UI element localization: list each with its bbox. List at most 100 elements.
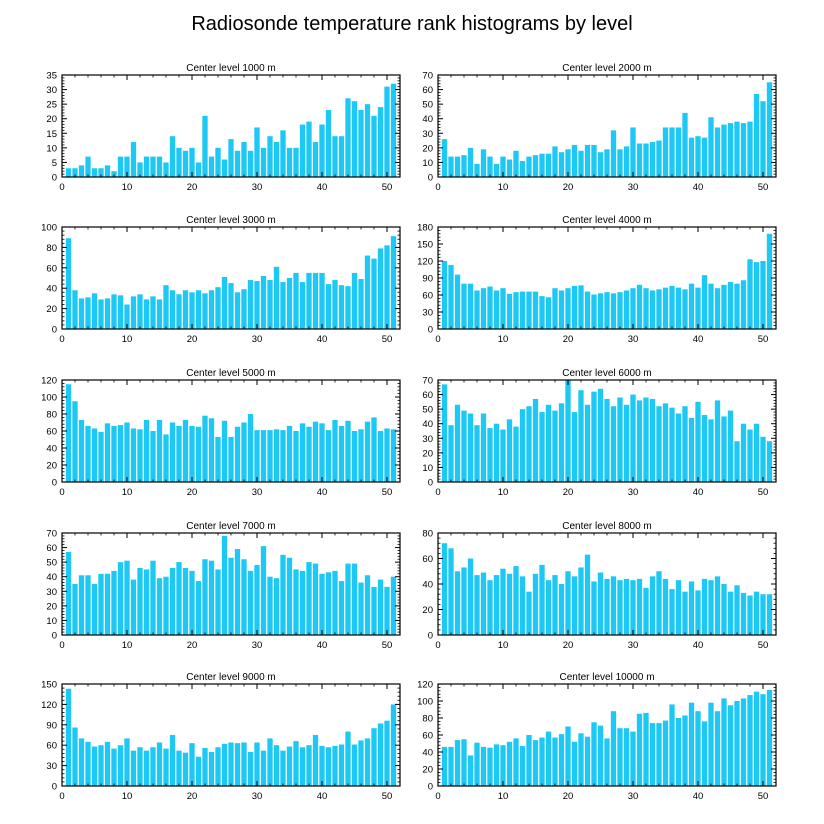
histogram-bar: [364, 421, 371, 482]
histogram-bar: [234, 150, 241, 177]
x-tick-label: 20: [187, 334, 198, 345]
histogram-bar: [578, 733, 584, 786]
histogram-bar: [234, 426, 241, 482]
y-tick-label: 50: [46, 558, 57, 569]
histogram-bar: [150, 296, 156, 329]
histogram-bar: [176, 750, 182, 786]
histogram-bar: [91, 746, 98, 786]
histogram-bar: [467, 413, 474, 482]
histogram-bar: [390, 429, 397, 482]
histogram-bar: [117, 156, 124, 177]
y-tick-label: 120: [417, 257, 433, 268]
panel-title: Center level 10000 m: [559, 672, 654, 683]
histogram-bar: [241, 289, 247, 329]
histogram-bar: [630, 288, 636, 329]
histogram-bar: [143, 299, 150, 329]
y-tick-label: 10: [46, 143, 57, 154]
histogram-bar: [591, 581, 597, 635]
y-tick-label: 0: [52, 478, 57, 489]
histogram-bar: [182, 419, 189, 482]
x-tick-label: 40: [693, 334, 704, 345]
histogram-bar: [643, 712, 649, 786]
histogram-bar: [610, 293, 617, 329]
histogram-panel-10: Center level 10000 m 0 10 20 30 40 50 0 20 40 60 80…: [417, 672, 777, 802]
x-tick-label: 50: [758, 487, 769, 498]
histogram-bar: [695, 136, 701, 177]
histogram-bar: [65, 384, 72, 482]
histogram-bar: [474, 425, 480, 482]
x-tick-label: 0: [59, 182, 64, 193]
histogram-bar: [130, 428, 137, 482]
histogram-bar: [578, 150, 584, 177]
histogram-bar: [202, 415, 208, 482]
x-tick-label: 0: [435, 182, 440, 193]
histogram-bar: [500, 156, 506, 177]
histogram-bar: [85, 297, 91, 329]
histogram-bar: [280, 750, 286, 786]
x-tick-label: 20: [187, 640, 198, 651]
histogram-bar: [104, 423, 111, 482]
histogram-bar: [163, 434, 169, 482]
histogram-bar: [584, 144, 591, 177]
histogram-bar: [299, 124, 306, 177]
histogram-bar: [182, 752, 189, 786]
histogram-bar: [623, 290, 630, 329]
histogram-bar: [714, 127, 721, 177]
histogram-bar: [630, 580, 636, 635]
histogram-bar: [493, 163, 500, 177]
histogram-bar: [727, 705, 734, 786]
histogram-bar: [519, 576, 526, 635]
histogram-bar: [104, 741, 111, 786]
histogram-bar: [740, 280, 747, 329]
histogram-bar: [286, 278, 293, 329]
histogram-bar: [306, 426, 312, 482]
histogram-bar: [221, 159, 228, 177]
histogram-bar: [65, 688, 72, 786]
histogram-bar: [766, 441, 773, 482]
histogram-bar: [182, 150, 189, 177]
histogram-bar: [124, 560, 130, 635]
histogram-bar: [189, 147, 195, 177]
histogram-bar: [760, 436, 766, 482]
x-tick-label: 40: [693, 182, 704, 193]
histogram-bar: [441, 261, 448, 329]
histogram-bar: [156, 742, 163, 786]
histogram-bar: [584, 736, 591, 786]
y-tick-label: 25: [46, 100, 57, 111]
histogram-bar: [662, 403, 669, 482]
histogram-bar: [260, 750, 267, 786]
x-tick-label: 30: [628, 182, 639, 193]
histogram-bar: [753, 591, 760, 635]
histogram-bar: [649, 290, 656, 329]
histogram-bar: [208, 560, 215, 635]
y-tick-label: 30: [422, 129, 433, 140]
histogram-bar: [539, 737, 545, 786]
y-tick-label: 10: [422, 158, 433, 169]
histogram-bar: [130, 142, 137, 177]
histogram-bar: [532, 740, 539, 786]
y-tick-label: 0: [428, 325, 433, 336]
histogram-bar: [649, 723, 656, 786]
y-tick-label: 60: [422, 85, 433, 96]
histogram-bar: [636, 284, 643, 329]
histogram-bar: [228, 283, 234, 329]
panel-title: Center level 1000 m: [186, 63, 276, 74]
histogram-bar: [539, 564, 545, 635]
histogram-bar: [747, 259, 753, 329]
histogram-bar: [91, 168, 98, 177]
histogram-bar: [682, 289, 688, 329]
histogram-bar: [623, 404, 630, 482]
x-tick-label: 10: [122, 334, 133, 345]
histogram-bar: [675, 413, 682, 482]
histogram-bar: [591, 722, 597, 786]
histogram-bar: [130, 750, 137, 786]
histogram-bar: [98, 431, 104, 482]
histogram-bar: [734, 441, 740, 482]
histogram-bar: [85, 425, 91, 482]
y-tick-label: 20: [46, 601, 57, 612]
histogram-bar: [526, 591, 532, 635]
histogram-bar: [215, 747, 221, 786]
histogram-bar: [124, 304, 130, 329]
histogram-bar: [669, 285, 675, 329]
